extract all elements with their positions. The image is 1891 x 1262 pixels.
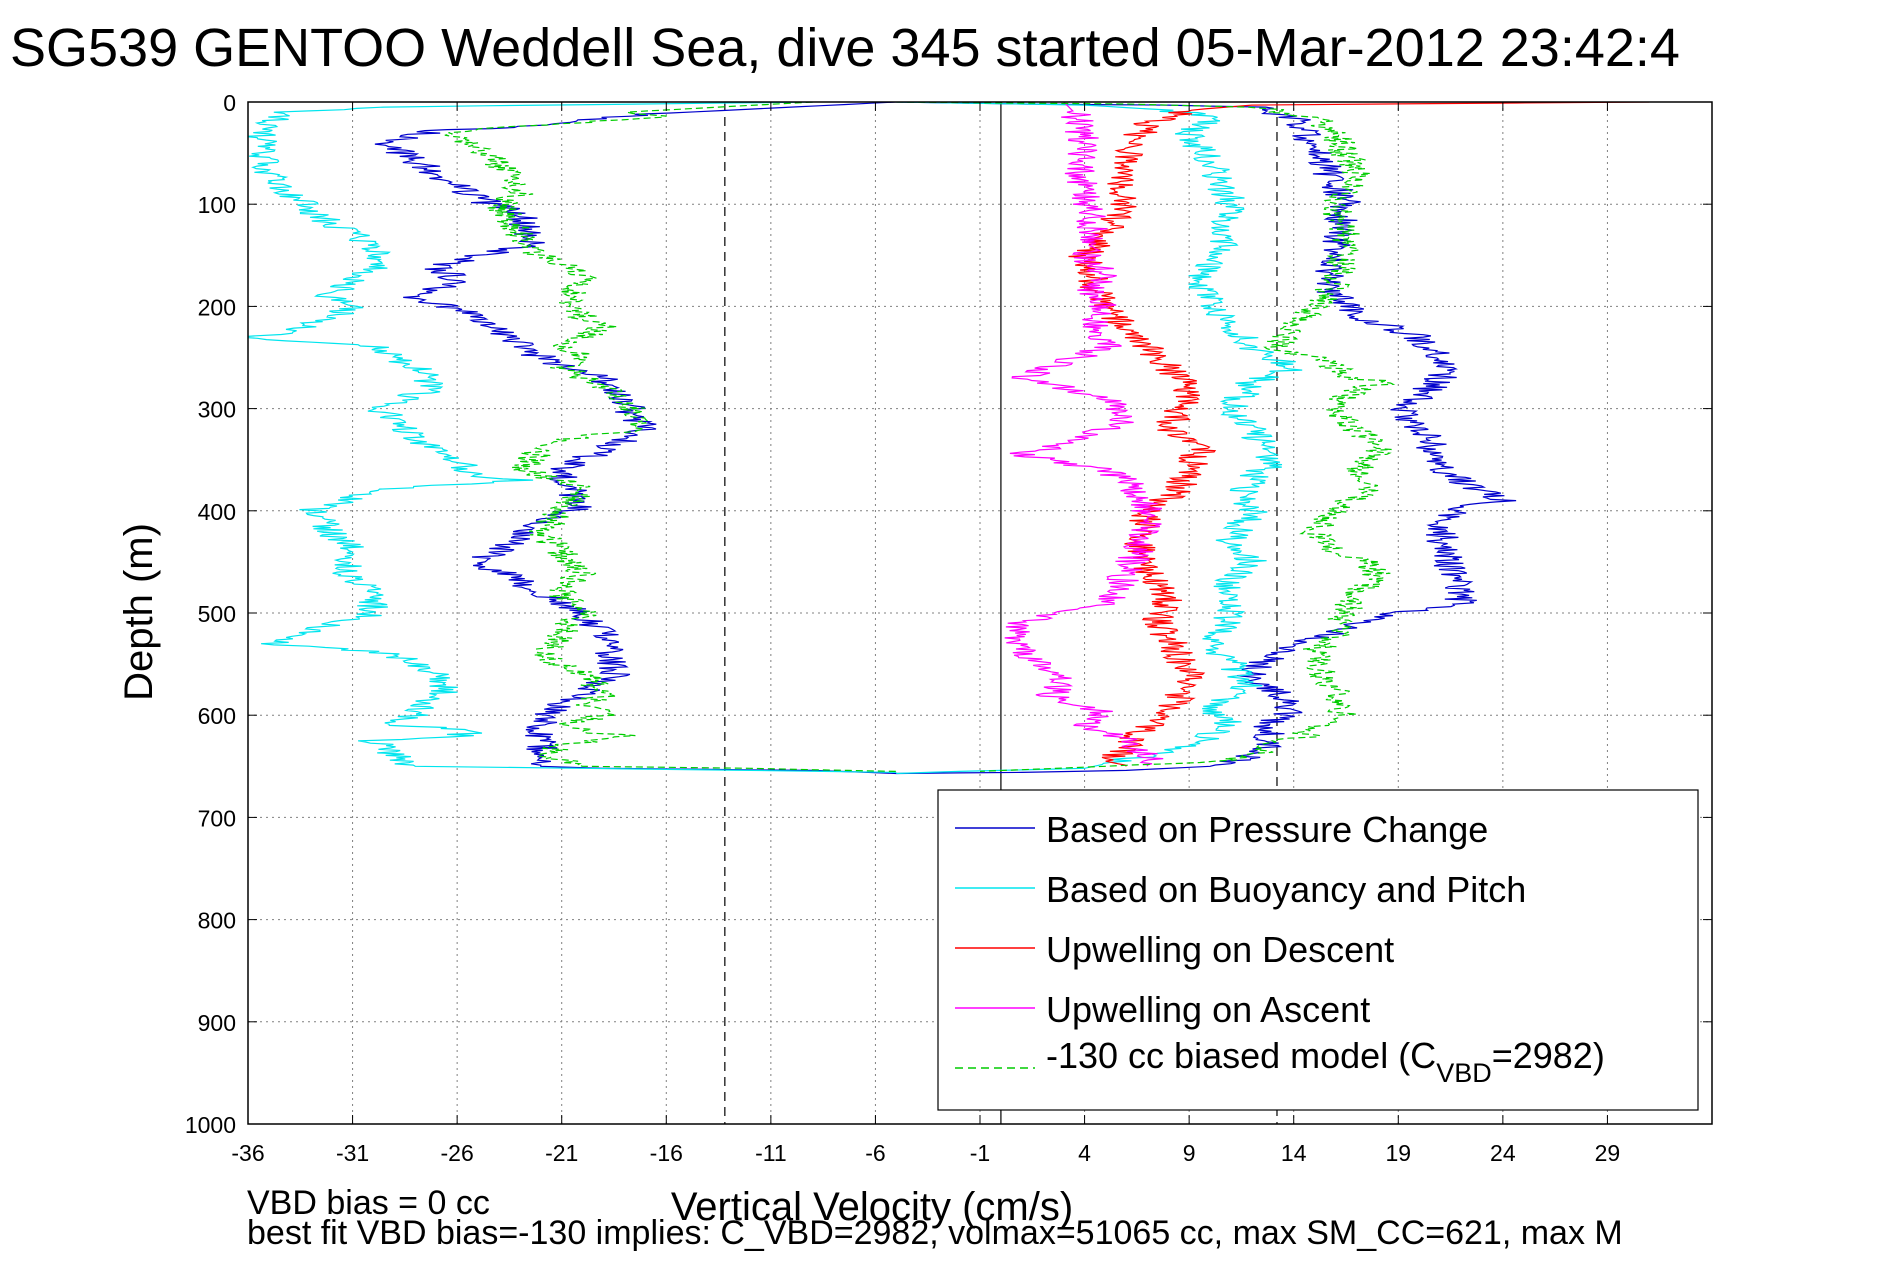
x-tick-label: 14: [1281, 1140, 1307, 1166]
y-tick-label: 600: [198, 703, 236, 729]
legend-label-buoyancy-pitch: Based on Buoyancy and Pitch: [1046, 869, 1526, 910]
x-tick-label: -21: [545, 1140, 578, 1166]
series-line-4-segment-1: [896, 102, 1396, 772]
chart-title: SG539 GENTOO Weddell Sea, dive 345 start…: [10, 18, 1680, 78]
y-tick-label: 800: [198, 908, 236, 934]
legend-label-biased-model-suffix: =2982): [1492, 1035, 1605, 1076]
series-line-1-segment-0: [248, 102, 897, 773]
x-axis-label: Vertical Velocity (cm/s): [671, 1185, 1073, 1229]
x-tick-label: 29: [1595, 1140, 1621, 1166]
x-tick-label: -11: [755, 1140, 787, 1166]
x-tick-label: 4: [1078, 1140, 1091, 1166]
legend-label-biased-model: -130 cc biased model (CVBD=2982): [1046, 1035, 1605, 1088]
x-tick-label: -31: [336, 1140, 369, 1166]
y-tick-label: 400: [198, 499, 236, 525]
legend-label-biased-model-subscript: VBD: [1436, 1058, 1492, 1088]
x-tick-label: -1: [970, 1140, 990, 1166]
series-lines: [248, 102, 1650, 775]
y-tick-label: 100: [198, 192, 236, 218]
legend: Based on Pressure Change Based on Buoyan…: [937, 789, 1699, 1111]
x-tick-label: 19: [1385, 1140, 1411, 1166]
y-axis-ticks: 0 100 200 300 400 500 600 700 800 900 1000: [185, 90, 1712, 1138]
series-line-2-segment-0: [1068, 102, 1650, 767]
y-tick-label: 700: [198, 805, 236, 831]
legend-box: [937, 789, 1699, 1111]
footer-best-fit: best fit VBD bias=-130 implies: C_VBD=29…: [247, 1214, 1623, 1252]
y-tick-label: 300: [198, 397, 236, 423]
legend-label-biased-model-prefix: -130 cc biased model (C: [1046, 1035, 1436, 1076]
y-tick-label: 200: [198, 294, 236, 320]
x-tick-label: -6: [865, 1140, 885, 1166]
legend-label-upwelling-ascent: Upwelling on Ascent: [1046, 989, 1370, 1030]
series-line-3-segment-0: [1004, 102, 1164, 767]
x-tick-label: 24: [1490, 1140, 1516, 1166]
y-tick-label: 500: [198, 601, 236, 627]
y-axis-label: Depth (m): [117, 523, 161, 701]
x-tick-label: -16: [650, 1140, 683, 1166]
x-tick-label: 9: [1183, 1140, 1196, 1166]
y-tick-label: 1000: [185, 1112, 236, 1138]
legend-label-upwelling-descent: Upwelling on Descent: [1046, 929, 1394, 970]
series-line-0-segment-1: [896, 102, 1517, 775]
legend-label-pressure-change: Based on Pressure Change: [1046, 809, 1488, 850]
x-tick-label: -26: [441, 1140, 474, 1166]
series-line-1-segment-1: [896, 102, 1303, 775]
y-tick-label: 900: [198, 1010, 236, 1036]
footer-vbd-bias: VBD bias = 0 cc: [247, 1184, 490, 1222]
x-axis-ticks: -36 -31 -26 -21 -16 -11 -6 -1 4 9 14 19 24 29: [231, 102, 1620, 1166]
x-tick-label: -36: [231, 1140, 264, 1166]
y-tick-label: 0: [223, 90, 236, 116]
series-line-4-segment-0: [444, 102, 897, 772]
